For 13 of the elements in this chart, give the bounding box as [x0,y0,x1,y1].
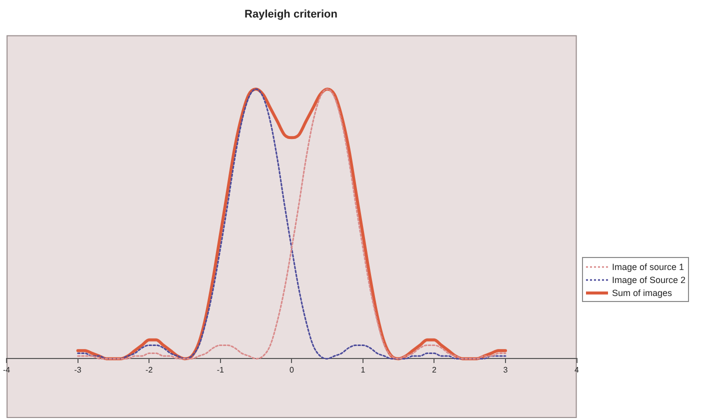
legend-label: Image of source 1 [612,262,684,272]
x-tick-label: 4 [574,366,580,375]
legend-label: Image of Source 2 [612,274,686,284]
x-tick-label: 0 [289,366,294,375]
chart-title: Rayleigh criterion [244,8,338,21]
x-tick-label: -3 [74,366,82,375]
legend-label: Sum of images [612,288,672,298]
x-tick-label: 3 [503,366,508,375]
x-tick-label: -2 [146,366,154,375]
x-tick-label: 1 [360,366,366,375]
x-tick-label: 2 [432,366,437,375]
x-tick-label: -1 [216,366,224,375]
x-tick-label: -4 [2,366,11,375]
